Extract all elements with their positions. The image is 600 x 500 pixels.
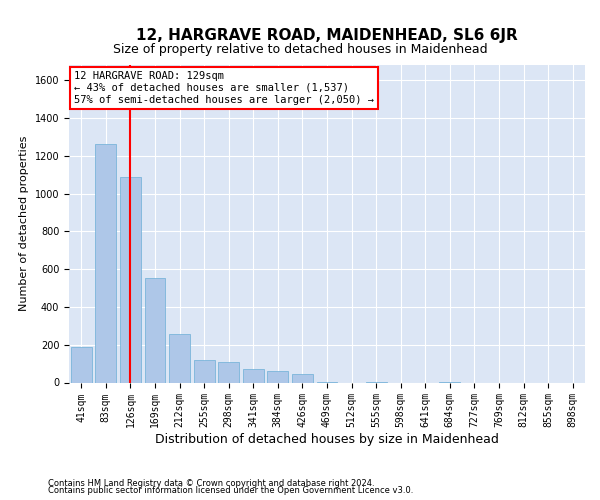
Text: 12 HARGRAVE ROAD: 129sqm
← 43% of detached houses are smaller (1,537)
57% of sem: 12 HARGRAVE ROAD: 129sqm ← 43% of detach… xyxy=(74,72,374,104)
Bar xyxy=(243,370,264,382)
Text: Contains public sector information licensed under the Open Government Licence v3: Contains public sector information licen… xyxy=(48,486,413,495)
Bar xyxy=(145,278,166,382)
Y-axis label: Number of detached properties: Number of detached properties xyxy=(19,136,29,312)
Bar xyxy=(218,362,239,382)
Text: Contains HM Land Registry data © Crown copyright and database right 2024.: Contains HM Land Registry data © Crown c… xyxy=(48,478,374,488)
Bar xyxy=(292,374,313,382)
Bar xyxy=(194,360,215,382)
Title: 12, HARGRAVE ROAD, MAIDENHEAD, SL6 6JR: 12, HARGRAVE ROAD, MAIDENHEAD, SL6 6JR xyxy=(136,28,518,43)
Bar xyxy=(71,346,92,382)
Bar xyxy=(95,144,116,382)
Bar xyxy=(120,176,141,382)
Bar xyxy=(268,371,289,382)
X-axis label: Distribution of detached houses by size in Maidenhead: Distribution of detached houses by size … xyxy=(155,433,499,446)
Bar xyxy=(169,334,190,382)
Text: Size of property relative to detached houses in Maidenhead: Size of property relative to detached ho… xyxy=(113,42,487,56)
